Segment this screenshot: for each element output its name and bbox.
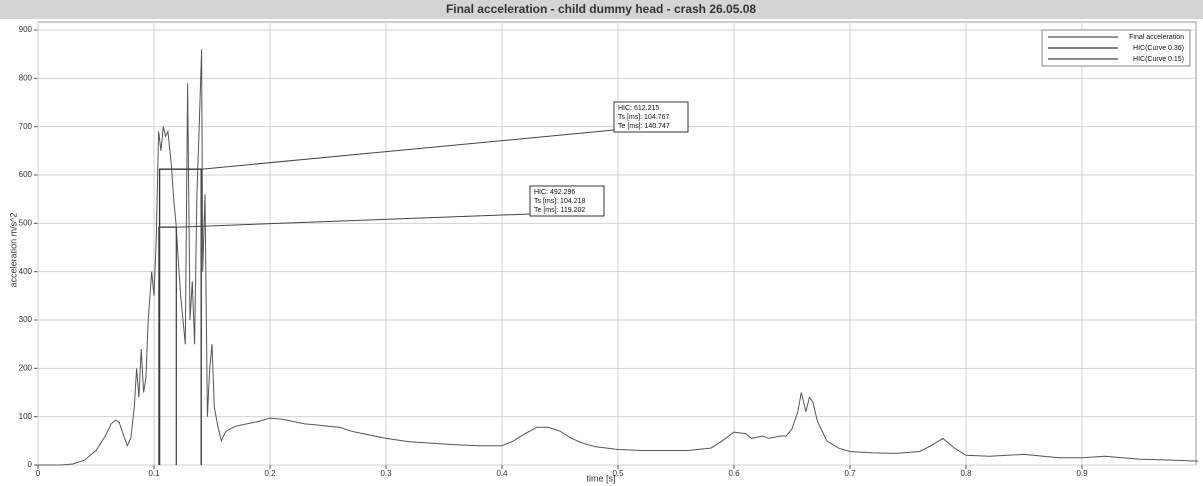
title-bar — [0, 0, 1203, 19]
x-tick-label: 0.2 — [264, 469, 276, 478]
x-tick-label: 0.1 — [148, 469, 160, 478]
x-tick-label: 0 — [36, 469, 41, 478]
x-tick-label: 0.7 — [844, 469, 856, 478]
annotation-text: HIC: 612.215 — [618, 105, 659, 112]
leader-line — [201, 129, 615, 170]
x-tick-label: 0.8 — [960, 469, 972, 478]
y-tick-label: 800 — [19, 73, 33, 82]
data-line — [38, 49, 1199, 466]
x-tick-label: 0.5 — [612, 469, 624, 478]
x-tick-label: 0.6 — [728, 469, 740, 478]
y-tick-label: 300 — [19, 315, 33, 324]
x-tick-label: 0.3 — [380, 469, 392, 478]
y-tick-label: 700 — [19, 122, 33, 131]
data-line — [158, 226, 177, 465]
y-tick-label: 500 — [19, 218, 33, 227]
annotation-box — [529, 185, 605, 217]
data-line — [158, 168, 202, 465]
annotation-text: Ts [ms]: 104.218 — [534, 198, 585, 205]
annotation-text: Ts [ms]: 104.767 — [618, 114, 669, 121]
x-tick-label: 0.9 — [1076, 469, 1088, 478]
chart-title: Final acceleration - child dummy head - … — [446, 2, 756, 16]
y-tick-label: 200 — [19, 363, 33, 372]
x-tick-label: 0.4 — [496, 469, 508, 478]
legend-label: HIC(Curve 0.15) — [1133, 56, 1184, 63]
annotation-text: Te [ms]: 119.202 — [534, 207, 585, 214]
y-tick-label: 100 — [19, 412, 33, 421]
legend-label: HIC(Curve 0.36) — [1133, 45, 1184, 52]
y-axis-label: acceleration m/s^2 — [8, 213, 18, 288]
annotation-text: Te [ms]: 140.747 — [618, 123, 670, 130]
annotation-box — [613, 101, 689, 133]
y-tick-label: 900 — [19, 25, 33, 34]
leader-line — [176, 213, 531, 228]
plot-area — [37, 21, 1197, 466]
y-tick-label: 0 — [28, 460, 33, 469]
y-tick-label: 600 — [19, 170, 33, 179]
annotation-text: HIC: 492.296 — [534, 189, 575, 196]
x-axis-label: time [s] — [586, 473, 615, 483]
legend-label: Final acceleration — [1129, 34, 1184, 41]
y-tick-label: 400 — [19, 267, 33, 276]
